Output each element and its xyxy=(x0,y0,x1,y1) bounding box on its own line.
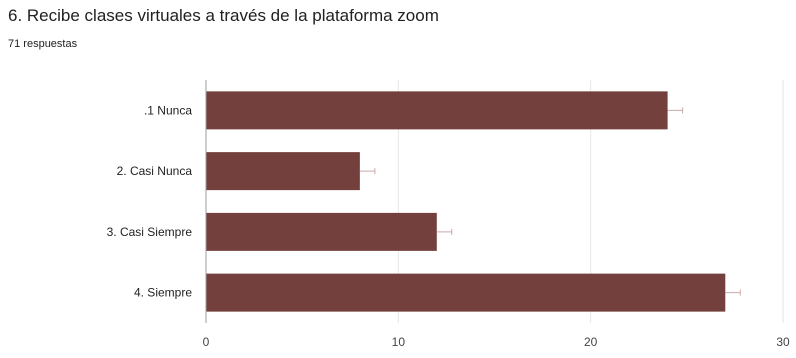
x-tick-label-20: 20 xyxy=(584,335,598,349)
response-count: 71 respuestas xyxy=(8,38,78,50)
x-tick-label-30: 30 xyxy=(776,335,790,349)
category-label-4: 4. Siempre xyxy=(134,286,192,300)
question-title: 6. Recibe clases virtuales a través de l… xyxy=(8,6,439,25)
x-tick-label-0: 0 xyxy=(203,335,210,349)
category-label-3: 3. Casi Siempre xyxy=(107,225,193,239)
bar-4 xyxy=(206,273,726,312)
x-tick-label-10: 10 xyxy=(392,335,406,349)
labels: 0 10 20 30 .1 Nunca 2. Casi Nunca 3. Casi Siem… xyxy=(107,103,790,349)
category-label-1: .1 Nunca xyxy=(144,103,192,117)
bar-1 xyxy=(206,91,668,130)
bars xyxy=(206,91,741,312)
bar-2 xyxy=(206,152,360,191)
bar-3 xyxy=(206,212,437,251)
category-label-2: 2. Casi Nunca xyxy=(117,164,193,178)
